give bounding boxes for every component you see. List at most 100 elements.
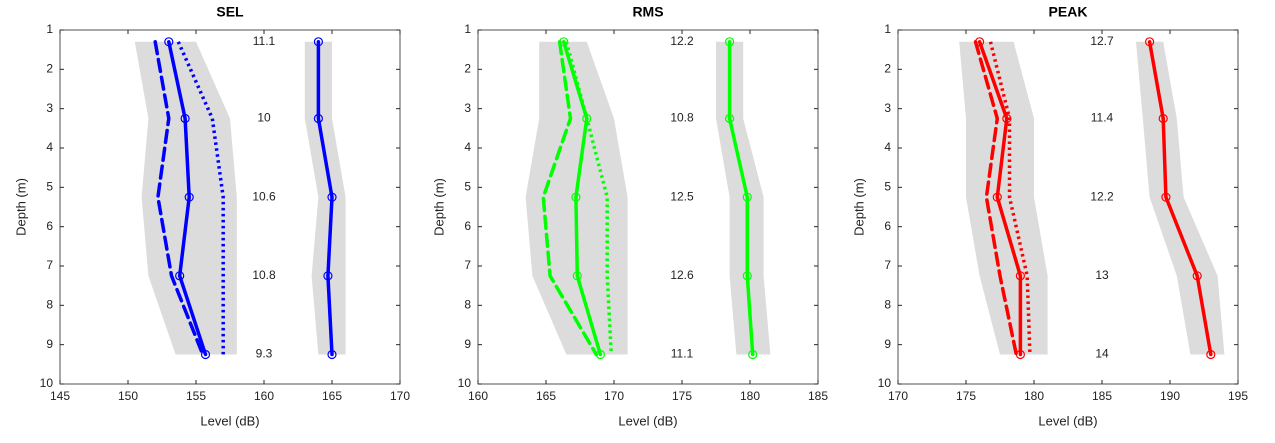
y-tick-label: 5 [884, 180, 891, 194]
series-line [973, 40, 1019, 357]
x-tick-label: 170 [604, 389, 624, 403]
x-tick-label: 175 [672, 389, 692, 403]
uncertainty-band [959, 41, 1048, 355]
y-tick-label: 2 [464, 62, 471, 76]
axes-box [897, 29, 1239, 385]
x-tick-label: 160 [468, 389, 488, 403]
x-tick-label: 175 [956, 389, 976, 403]
x-tick-label: 180 [740, 389, 760, 403]
y-tick-label: 6 [884, 219, 891, 233]
y-tick-label: 4 [464, 140, 471, 154]
marker [1161, 192, 1171, 202]
annotation: 11.4 [1091, 111, 1114, 125]
marker [742, 271, 752, 281]
annotation: 12.6 [670, 268, 694, 282]
series-line [316, 40, 334, 357]
x-tick-label: 185 [808, 389, 828, 403]
y-tick-label: 3 [464, 101, 471, 115]
y-tick-label: 5 [46, 180, 53, 194]
x-tick-label: 145 [50, 389, 70, 403]
y-axis-label: Depth (m) [13, 178, 28, 236]
y-tick-label: 4 [46, 140, 53, 154]
y-tick-label: 8 [464, 298, 471, 312]
y-tick-label: 4 [884, 140, 891, 154]
marker [175, 271, 185, 281]
marker [742, 192, 752, 202]
marker [164, 37, 174, 47]
annotation: 12.7 [1090, 34, 1114, 48]
y-tick-label: 6 [464, 219, 471, 233]
marker [1144, 37, 1155, 47]
x-tick-label: 185 [1092, 389, 1112, 403]
y-tick-label: 7 [46, 258, 53, 272]
marker [571, 192, 581, 202]
x-axis-label: Level (dB) [200, 413, 259, 428]
annotation: 10.8 [670, 111, 694, 125]
x-tick-label: 170 [888, 389, 908, 403]
y-tick-label: 1 [884, 22, 891, 36]
y-tick-label: 10 [878, 376, 892, 390]
series-line [541, 40, 599, 357]
x-tick-label: 160 [254, 389, 274, 403]
y-tick-label: 1 [46, 22, 53, 36]
x-tick-label: 190 [1160, 389, 1180, 403]
y-tick-label: 2 [884, 62, 891, 76]
y-tick-label: 7 [464, 258, 471, 272]
x-tick-label: 165 [322, 389, 342, 403]
marker [184, 192, 194, 202]
marker [327, 192, 337, 202]
x-tick-label: 170 [390, 389, 410, 403]
marker [180, 113, 190, 124]
x-axis-label: Level (dB) [1038, 413, 1097, 428]
series-line [564, 41, 614, 355]
series-line [153, 40, 205, 357]
x-tick-label: 155 [186, 389, 206, 403]
chart-title: PEAK [1049, 4, 1088, 20]
series-line [988, 41, 1032, 355]
axes-box [59, 29, 401, 385]
y-tick-label: 10 [458, 376, 472, 390]
marker [323, 271, 333, 281]
y-axis-label: Depth (m) [851, 178, 866, 236]
marker [572, 271, 582, 281]
chart-title: SEL [216, 4, 244, 20]
uncertainty-band [1136, 41, 1225, 355]
annotation: 9.3 [256, 347, 273, 361]
series-line [167, 40, 208, 357]
annotation: 12.5 [670, 189, 694, 203]
annotation: 14 [1095, 347, 1109, 361]
annotation: 10 [257, 111, 271, 125]
y-tick-label: 9 [46, 337, 53, 351]
annotation: 11.1 [253, 34, 276, 48]
marker [313, 37, 323, 47]
marker [748, 349, 758, 360]
y-tick-label: 7 [884, 258, 891, 272]
y-tick-label: 9 [464, 337, 471, 351]
x-tick-label: 165 [536, 389, 556, 403]
y-tick-label: 3 [46, 101, 53, 115]
y-tick-label: 6 [46, 219, 53, 233]
series-line [727, 40, 755, 357]
y-tick-label: 8 [884, 298, 891, 312]
annotation: 12.2 [1090, 189, 1114, 203]
x-tick-label: 180 [1024, 389, 1044, 403]
y-tick-label: 1 [464, 22, 471, 36]
marker [1158, 113, 1168, 124]
y-axis-label: Depth (m) [431, 178, 446, 236]
y-tick-label: 9 [884, 337, 891, 351]
annotation: 12.2 [670, 34, 694, 48]
y-tick-label: 5 [464, 180, 471, 194]
marker [724, 113, 735, 124]
axes-box [477, 29, 819, 385]
x-tick-label: 195 [1228, 389, 1248, 403]
marker [200, 349, 211, 360]
y-tick-label: 8 [46, 298, 53, 312]
annotation: 10.8 [252, 268, 276, 282]
series-line [561, 40, 603, 357]
marker [724, 37, 735, 47]
marker [1015, 271, 1026, 281]
series-line [1147, 40, 1213, 357]
x-axis-label: Level (dB) [618, 413, 677, 428]
